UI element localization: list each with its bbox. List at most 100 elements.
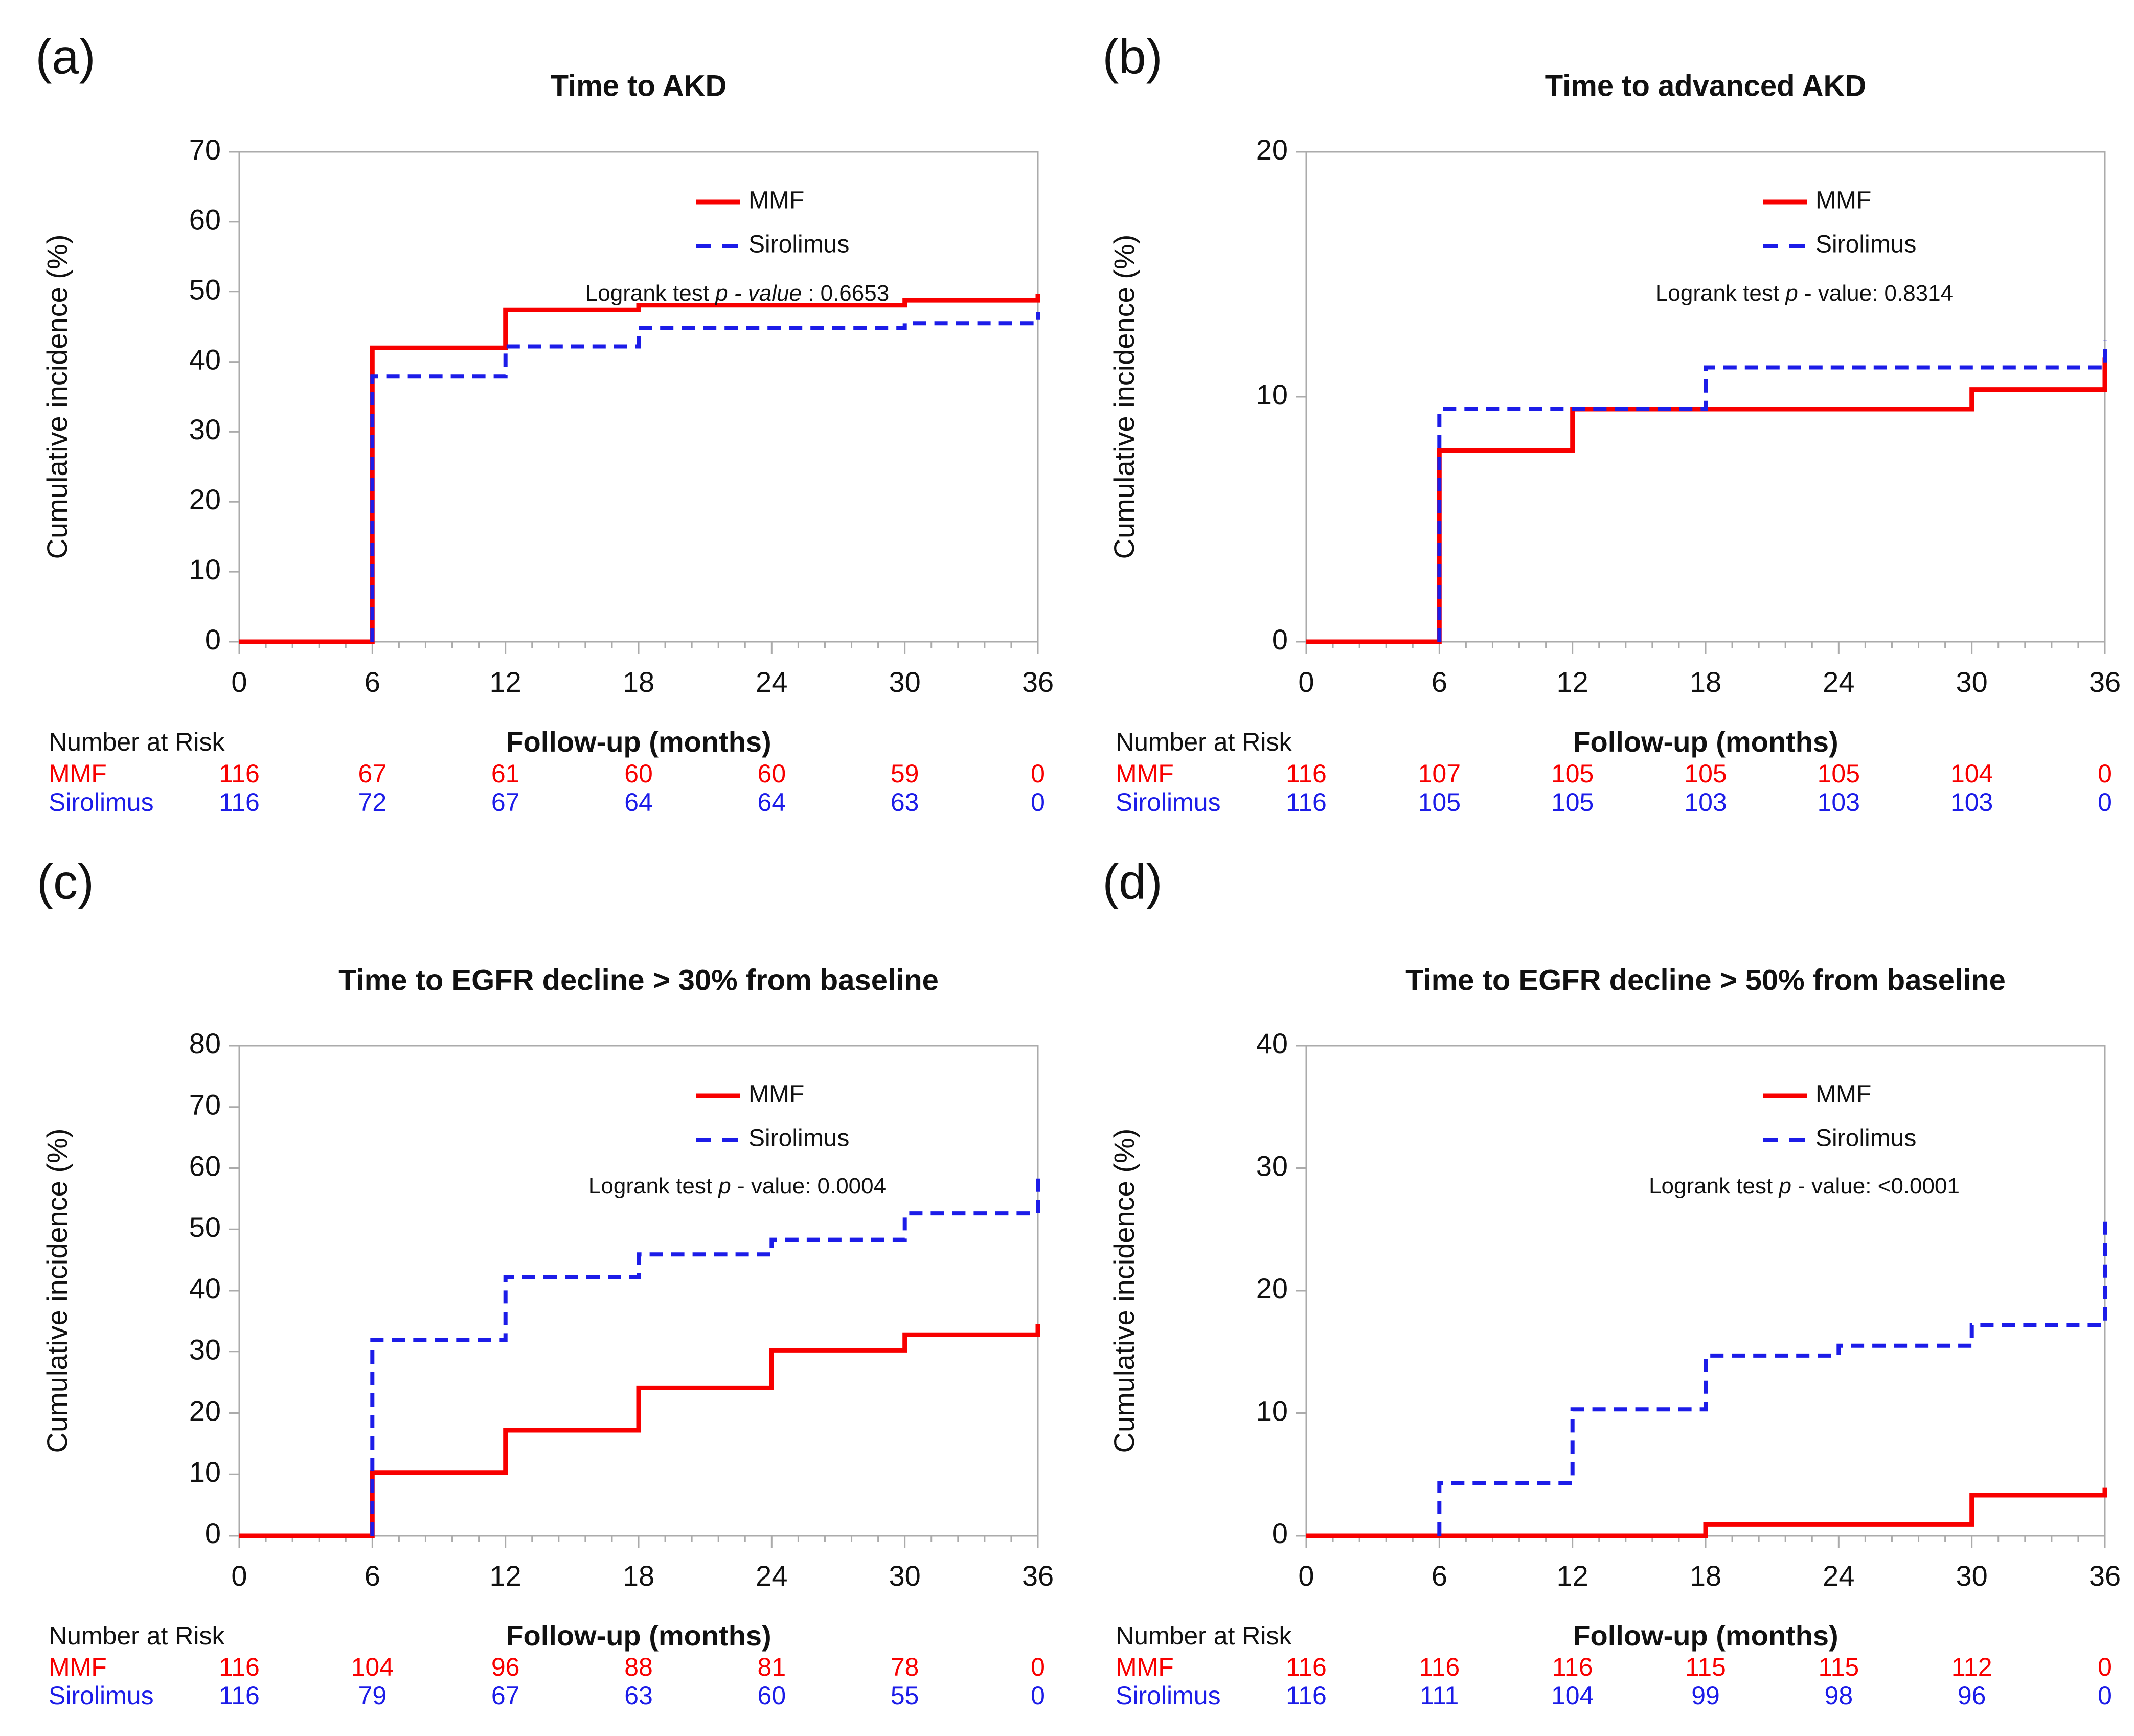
risk-value: 116 xyxy=(219,759,260,788)
logrank-prefix: Logrank test xyxy=(1649,1174,1779,1199)
plot-frame xyxy=(238,1045,1039,1537)
x-tick-label: 12 xyxy=(490,1560,521,1592)
risk-value: 79 xyxy=(358,1681,387,1710)
risk-value: 105 xyxy=(1818,759,1860,788)
risk-value: 59 xyxy=(891,759,919,788)
series-line-sirolimus xyxy=(370,312,1040,642)
y-tick-label: 10 xyxy=(189,553,221,585)
x-tick-label: 0 xyxy=(1298,666,1314,698)
plot-frame xyxy=(238,151,1039,643)
y-tick-label: 50 xyxy=(189,274,221,306)
y-tick-label: 80 xyxy=(189,1027,221,1059)
logrank-value: : 0.6653 xyxy=(802,281,889,306)
x-tick-label: 6 xyxy=(365,666,380,698)
series-line-sirolimus xyxy=(1437,1217,2107,1536)
y-tick-label: 20 xyxy=(1256,1272,1288,1304)
chart-title: Time to advanced AKD xyxy=(1545,69,1866,102)
risk-value: 0 xyxy=(2098,1681,2112,1710)
risk-value: 105 xyxy=(1418,788,1461,817)
x-tick-label: 12 xyxy=(490,666,521,698)
y-tick-label: 10 xyxy=(1256,1394,1288,1427)
risk-value: 55 xyxy=(891,1681,919,1710)
panel-c: (c) Time to EGFR decline > 30% from basel… xyxy=(37,854,1054,1710)
legend-label: Sirolimus xyxy=(1815,231,1916,258)
risk-value: 0 xyxy=(1031,788,1045,817)
risk-value: 115 xyxy=(1818,1653,1859,1681)
risk-value: 103 xyxy=(1950,788,1993,817)
logrank-prefix: Logrank test xyxy=(588,1174,718,1199)
series-line-mmf xyxy=(239,1324,1040,1538)
legend-label: Sirolimus xyxy=(1815,1125,1916,1152)
risk-value: 63 xyxy=(624,1681,653,1710)
series-line-mmf xyxy=(1306,1487,2107,1538)
logrank-text: Logrank test p - value: <0.0001 xyxy=(1649,1174,1960,1199)
x-tick-label: 24 xyxy=(1823,666,1854,698)
y-axis-label: Cumulative incidence (%) xyxy=(1108,235,1140,559)
x-tick-label: 6 xyxy=(1432,1560,1447,1592)
x-axis-label: Follow-up (months) xyxy=(506,1619,771,1652)
legend-label: MMF xyxy=(1815,187,1871,214)
risk-value: 99 xyxy=(1691,1681,1720,1710)
x-axis-label: Follow-up (months) xyxy=(1573,1619,1838,1652)
x-tick-label: 18 xyxy=(623,666,654,698)
legend-label: MMF xyxy=(748,1081,804,1108)
y-tick-label: 20 xyxy=(189,1394,221,1427)
x-tick-label: 18 xyxy=(1690,1560,1721,1592)
panel-letter: (d) xyxy=(1102,854,1162,909)
risk-value: 103 xyxy=(1818,788,1860,817)
risk-value: 63 xyxy=(891,788,919,817)
risk-value: 0 xyxy=(1031,1681,1045,1710)
x-tick-label: 6 xyxy=(1432,666,1447,698)
chart-title: Time to EGFR decline > 30% from baseline xyxy=(338,963,939,997)
panel-a: (a) Time to AKD Cumulative incidence (%) Fo… xyxy=(35,29,1054,817)
y-tick-label: 20 xyxy=(189,483,221,515)
risk-table-header: Number at Risk xyxy=(1116,1621,1292,1650)
x-tick-label: 18 xyxy=(1690,666,1721,698)
y-tick-label: 40 xyxy=(189,343,221,375)
risk-row-name: MMF xyxy=(49,1653,107,1681)
legend-label: Sirolimus xyxy=(748,231,849,258)
risk-value: 64 xyxy=(624,788,653,817)
legend-label: MMF xyxy=(748,187,804,214)
risk-value: 105 xyxy=(1684,759,1727,788)
risk-value: 60 xyxy=(624,759,653,788)
x-tick-label: 30 xyxy=(1956,1560,1988,1592)
x-tick-label: 12 xyxy=(1557,1560,1588,1592)
x-axis-label: Follow-up (months) xyxy=(1573,726,1838,758)
logrank-value: - value: 0.8314 xyxy=(1798,281,1953,306)
panel-letter: (c) xyxy=(37,854,94,909)
risk-value: 116 xyxy=(1419,1653,1460,1681)
x-tick-label: 0 xyxy=(231,666,247,698)
logrank-value: - value: 0.0004 xyxy=(731,1174,886,1199)
logrank-prefix: Logrank test xyxy=(1655,281,1785,306)
y-tick-label: 30 xyxy=(189,1334,221,1366)
risk-value: 67 xyxy=(491,788,520,817)
y-tick-label: 0 xyxy=(205,1517,221,1549)
risk-value: 104 xyxy=(351,1653,394,1681)
legend-label: MMF xyxy=(1815,1081,1871,1108)
logrank-text: Logrank test p - value: 0.8314 xyxy=(1655,281,1953,306)
y-axis-label: Cumulative incidence (%) xyxy=(41,235,73,559)
y-axis-label: Cumulative incidence (%) xyxy=(1108,1129,1140,1453)
risk-value: 0 xyxy=(2098,788,2112,817)
x-tick-label: 30 xyxy=(889,666,921,698)
risk-value: 0 xyxy=(2098,1653,2112,1681)
risk-table-header: Number at Risk xyxy=(49,728,225,756)
x-tick-label: 30 xyxy=(889,1560,921,1592)
risk-value: 61 xyxy=(491,759,520,788)
risk-value: 0 xyxy=(1031,1653,1045,1681)
risk-value: 105 xyxy=(1551,759,1594,788)
x-axis-label: Follow-up (months) xyxy=(506,726,771,758)
risk-value: 103 xyxy=(1684,788,1727,817)
risk-row-name: MMF xyxy=(49,759,107,788)
logrank-prefix: Logrank test xyxy=(585,281,715,306)
risk-row-name: MMF xyxy=(1116,759,1174,788)
x-tick-label: 6 xyxy=(365,1560,380,1592)
x-tick-label: 0 xyxy=(231,1560,247,1592)
legend-label: Sirolimus xyxy=(748,1125,849,1152)
y-tick-label: 50 xyxy=(189,1211,221,1243)
x-tick-label: 24 xyxy=(1823,1560,1854,1592)
series-line-mmf xyxy=(1306,357,2107,644)
risk-value: 98 xyxy=(1825,1681,1853,1710)
